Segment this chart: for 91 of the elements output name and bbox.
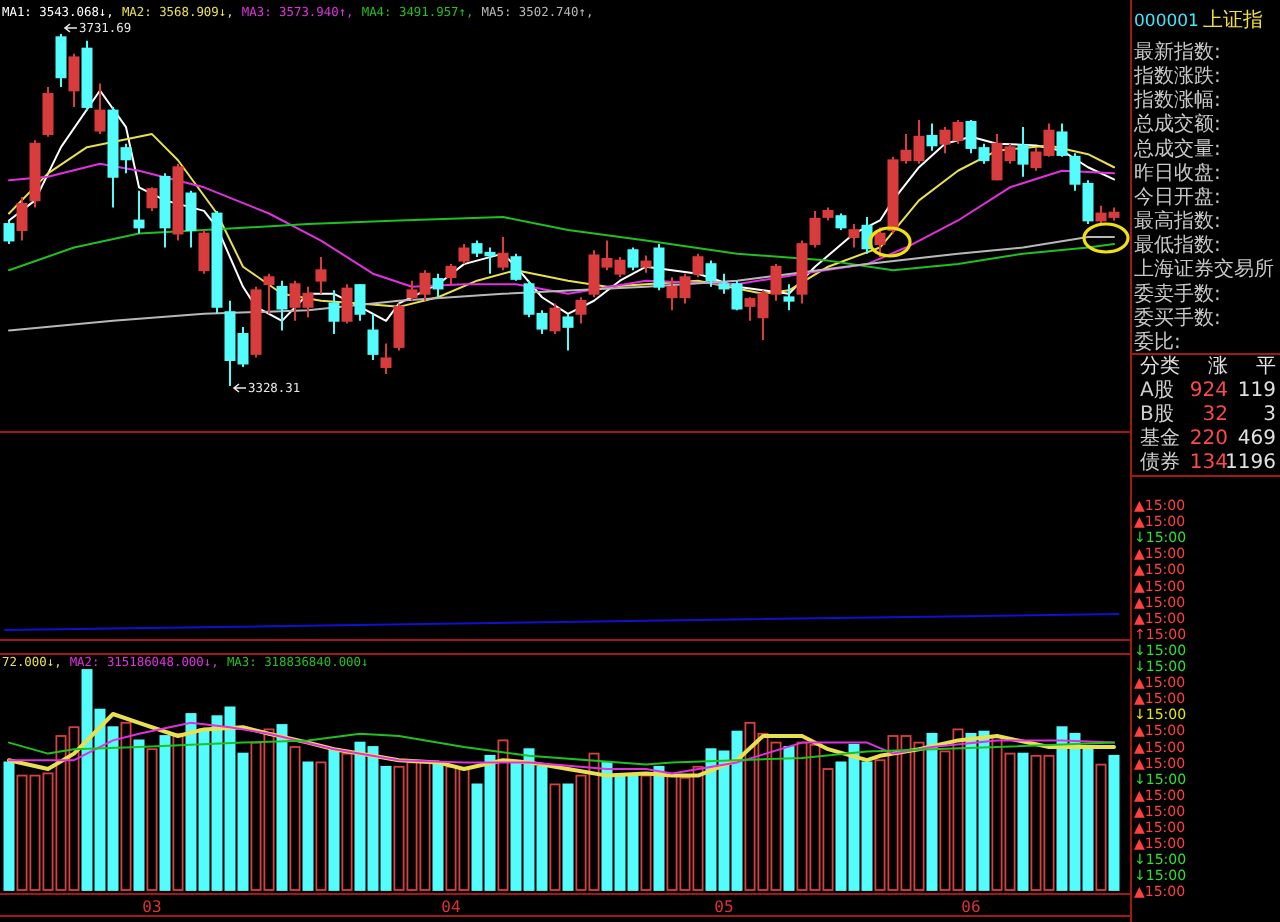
text: 总成交量:: [1132, 136, 1221, 161]
candlestick: [16, 195, 28, 242]
text: 指数涨幅:: [1132, 88, 1221, 113]
candlestick: [575, 296, 587, 325]
candlestick: [874, 226, 886, 259]
candlestick: [263, 272, 275, 315]
candlestick: [68, 52, 80, 109]
candlestick: [549, 302, 561, 335]
candlestick: [458, 243, 470, 266]
bar: [146, 748, 158, 891]
text: 委买手数:: [1134, 305, 1221, 330]
text: 220: [1189, 428, 1228, 450]
text: 119: [1237, 380, 1276, 402]
bar: [1108, 754, 1120, 891]
bar: [341, 752, 353, 891]
bar: [328, 748, 340, 891]
x-tick-label: 06: [961, 898, 981, 916]
candlestick: [562, 312, 574, 352]
candlestick: [185, 189, 197, 249]
candlestick: [354, 283, 366, 322]
text: 昨日收盘:: [1134, 160, 1221, 185]
text: 涨: [1208, 354, 1228, 378]
text: 000001 上证指: [1134, 8, 1263, 32]
bar: [562, 783, 574, 891]
bar: [289, 746, 301, 891]
x-tick-label: 04: [441, 898, 461, 916]
text: 指数涨跌:: [1132, 64, 1221, 89]
candlestick: [380, 342, 392, 376]
candlestick: [42, 85, 54, 138]
candlestick: [497, 236, 509, 272]
candlestick: [783, 283, 795, 312]
candlestick: [627, 246, 639, 272]
candlestick: [692, 252, 704, 279]
bar: [653, 765, 665, 891]
bar: [159, 735, 171, 891]
candlestick: [198, 229, 210, 275]
text: 平: [1256, 356, 1276, 378]
text: 基金: [1140, 426, 1180, 450]
candlestick: [3, 219, 15, 246]
text: 最低指数:: [1134, 233, 1221, 258]
candlestick: [341, 283, 353, 325]
text: B股: [1140, 404, 1174, 426]
bar: [640, 774, 652, 891]
candlestick: [926, 122, 938, 152]
text: 134: [1189, 452, 1228, 474]
candlestick: [315, 256, 327, 295]
text: 总成交额:: [1132, 112, 1221, 137]
bar: [497, 739, 509, 891]
text: 32: [1202, 404, 1228, 426]
bar: [3, 761, 15, 891]
bar: [302, 761, 314, 891]
bar: [926, 732, 938, 891]
bar: [549, 783, 561, 891]
candlestick: [276, 279, 288, 332]
text: 债券: [1140, 450, 1180, 474]
bar: [1017, 752, 1029, 891]
candlestick: [653, 243, 665, 292]
text: 上海证券交易所: [1134, 257, 1274, 282]
bar: [120, 721, 132, 891]
bar: [783, 746, 795, 891]
candlestick: [445, 263, 457, 286]
candlestick: [705, 259, 717, 288]
text: 分类: [1140, 354, 1180, 378]
bar: [1095, 763, 1107, 891]
candlestick: [510, 252, 522, 282]
text: 最高指数:: [1134, 209, 1221, 234]
candlestick: [1017, 126, 1029, 178]
bar: [276, 724, 288, 891]
candlestick: [328, 289, 340, 335]
candlestick: [146, 186, 158, 212]
candlestick: [1056, 122, 1068, 158]
text: 1196: [1225, 452, 1276, 474]
bar: [432, 761, 444, 891]
text: 924: [1189, 380, 1228, 402]
candlestick: [848, 222, 860, 249]
text: 469: [1237, 428, 1276, 450]
candlestick: [432, 272, 444, 299]
candlestick: [367, 312, 379, 362]
x-tick-label: 05: [714, 898, 734, 916]
text: 今日开盘:: [1134, 184, 1221, 209]
text: 委卖手数:: [1134, 281, 1221, 306]
text: A股: [1140, 380, 1174, 402]
candlestick: [393, 302, 405, 352]
text: 3: [1263, 404, 1276, 426]
candlestick: [94, 82, 106, 136]
text: 委比:: [1134, 329, 1181, 354]
x-tick-label: 03: [142, 898, 162, 916]
text: 最新指数:: [1134, 40, 1221, 64]
bar: [315, 761, 327, 891]
candlestick: [55, 33, 67, 88]
bar: [133, 739, 145, 891]
